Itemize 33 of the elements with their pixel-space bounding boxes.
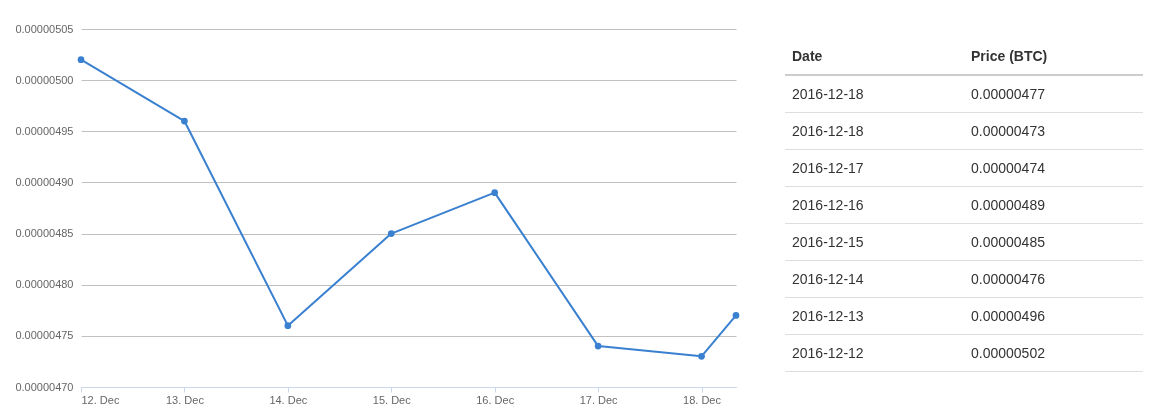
text: 0.00000502	[964, 334, 1143, 372]
text: 2016-12-12	[785, 334, 964, 372]
text: 2016-12-15	[785, 223, 964, 261]
y-tick-label: 0.00000505	[15, 22, 74, 35]
y-tick-label: 0.00000485	[15, 227, 74, 240]
x-tick-label: 13. Dec	[165, 393, 205, 406]
text: 2016-12-18	[785, 75, 964, 113]
text: 2016-12-13	[785, 297, 964, 335]
x-tick-label: 18. Dec	[683, 393, 722, 406]
text: 2016-12-17	[785, 149, 964, 187]
text: 2016-12-16	[785, 186, 964, 224]
y-tick-label: 0.00000475	[15, 329, 74, 342]
y-tick-label: 0.00000490	[15, 175, 74, 188]
x-tick-label: 12. Dec	[81, 393, 120, 406]
text: 0.00000496	[964, 297, 1143, 335]
text: 0.00000485	[964, 223, 1143, 261]
text: 2016-12-18	[785, 112, 964, 150]
y-tick-label: 0.00000480	[15, 278, 74, 291]
y-tick-label: 0.00000500	[15, 73, 74, 86]
text: 2016-12-14	[785, 260, 964, 298]
x-tick-label: 16. Dec	[476, 393, 515, 406]
text: Price (BTC)	[964, 38, 1143, 75]
x-tick-label: 17. Dec	[579, 393, 619, 406]
text: Date	[785, 38, 964, 75]
text: 0.00000473	[964, 112, 1143, 150]
text: 0.00000477	[964, 75, 1143, 113]
text: 0.00000476	[964, 260, 1143, 298]
text: 0.00000489	[964, 186, 1143, 224]
text: 0.00000474	[964, 149, 1143, 187]
x-tick-label: 15. Dec	[372, 393, 412, 406]
x-tick-label: 14. Dec	[269, 393, 308, 406]
y-tick-label: 0.00000495	[15, 124, 74, 137]
y-tick-label: 0.00000470	[15, 380, 74, 393]
